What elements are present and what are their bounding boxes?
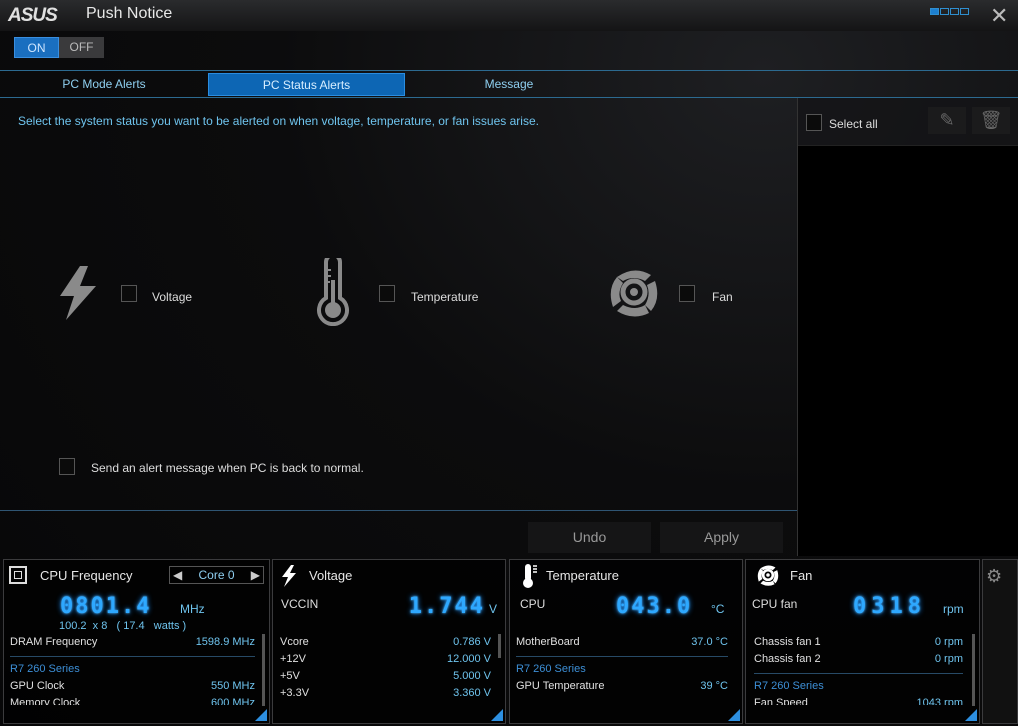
scrollbar[interactable] <box>262 634 265 706</box>
thermometer-icon <box>523 564 537 588</box>
intro-text: Select the system status you want to be … <box>18 114 539 128</box>
on-button[interactable]: ON <box>14 37 59 58</box>
temperature-title: Temperature <box>546 568 619 583</box>
vccin-value: 1.744 <box>408 594 485 619</box>
asus-logo: ASUS <box>8 5 58 26</box>
next-core-icon[interactable]: ▶ <box>250 568 260 582</box>
table-row: Vcore 0.786 V <box>280 636 491 648</box>
prev-core-icon[interactable]: ◀ <box>173 568 183 582</box>
cpu-fan-label: CPU fan <box>752 597 798 611</box>
table-row: +3.3V 3.360 V <box>280 687 491 699</box>
cpu-icon <box>9 566 27 584</box>
scrollbar[interactable] <box>972 634 975 706</box>
close-button[interactable]: ✕ <box>990 3 1009 28</box>
expand-corner[interactable] <box>255 709 267 721</box>
apply-button[interactable]: Apply <box>660 522 783 553</box>
voltage-icon <box>60 266 96 320</box>
temperature-label: Temperature <box>411 290 479 304</box>
voltage-title: Voltage <box>309 568 353 583</box>
table-row: +5V 5.000 V <box>280 670 491 682</box>
table-row: Memory Clock 600 MHz <box>10 697 255 705</box>
table-row: MotherBoard 37.0 °C <box>516 636 728 648</box>
power-toggle[interactable]: ON OFF <box>14 37 104 58</box>
fan-label: Fan <box>712 290 733 304</box>
select-all-checkbox[interactable] <box>806 114 822 131</box>
cpu-frequency-panel: CPU Frequency ◀ Core 0 ▶ 0801.4 MHz 100.… <box>3 559 270 724</box>
tab-pc-status-alerts[interactable]: PC Status Alerts <box>208 73 405 96</box>
layout-switcher[interactable] <box>930 8 969 15</box>
trash-icon[interactable]: 🗑 <box>972 107 1010 134</box>
table-row: GPU Clock 550 MHz <box>10 680 255 692</box>
app-title: Push Notice <box>86 5 173 22</box>
select-all-label: Select all <box>829 117 878 131</box>
gpu-group-label: R7 260 Series <box>516 663 586 675</box>
table-row: +12V 12.000 V <box>280 653 491 665</box>
back-to-normal-label: Send an alert message when PC is back to… <box>91 461 364 475</box>
table-row: Fan Speed 1043 rpm <box>754 697 963 705</box>
table-row: GPU Temperature 39 °C <box>516 680 728 692</box>
tab-pc-mode-alerts[interactable]: PC Mode Alerts <box>62 77 146 91</box>
cpu-frequency-value: 0801.4 <box>60 594 152 619</box>
voltage-checkbox[interactable] <box>121 285 137 302</box>
temperature-checkbox[interactable] <box>379 285 395 302</box>
voltage-panel: Voltage VCCIN 1.744 V Vcore 0.786 V +12V 1… <box>272 559 506 724</box>
vccin-label: VCCIN <box>281 597 319 611</box>
gear-icon[interactable]: ⚙ <box>986 566 1003 586</box>
cpu-temp-value: 043.0 <box>616 594 693 619</box>
cpu-title: CPU Frequency <box>40 568 133 583</box>
vccin-unit: V <box>488 602 497 616</box>
settings-strip: ⚙ <box>982 559 1018 724</box>
core-selector[interactable]: ◀ Core 0 ▶ <box>169 566 264 584</box>
edit-icon[interactable]: ✎ <box>928 107 966 134</box>
tab-bar: PC Mode Alerts PC Status Alerts Message <box>0 70 1018 98</box>
cpu-temp-label: CPU <box>520 597 546 611</box>
expand-corner[interactable] <box>728 709 740 721</box>
fan-checkbox[interactable] <box>679 285 695 302</box>
table-row: DRAM Frequency 1598.9 MHz <box>10 636 255 648</box>
cpu-fan-unit: rpm <box>943 602 964 616</box>
message-list <box>798 146 1018 556</box>
voltage-icon <box>282 565 296 587</box>
undo-button[interactable]: Undo <box>528 522 651 553</box>
fan-icon <box>757 565 779 586</box>
cpu-fan-value: 0318 <box>853 594 926 619</box>
temperature-details: MotherBoard 37.0 °C R7 260 Series GPU Tem… <box>516 634 728 705</box>
cpu-temp-unit: °C <box>711 602 725 616</box>
off-button[interactable]: OFF <box>59 37 104 58</box>
cpu-frequency-unit: MHz <box>180 602 205 616</box>
core-value: Core 0 <box>198 568 235 582</box>
message-list-panel: Select all ✎ 🗑 <box>797 98 1018 556</box>
gpu-group-label: R7 260 Series <box>10 663 80 675</box>
scrollbar[interactable] <box>498 634 501 658</box>
cpu-details: DRAM Frequency 1598.9 MHz R7 260 Series G… <box>10 634 255 705</box>
fan-icon <box>610 270 658 317</box>
cpu-multiplier: 100.2 x 8 ( 17.4 watts ) <box>59 620 187 632</box>
voltage-label: Voltage <box>152 290 193 304</box>
divider <box>0 510 797 511</box>
thermometer-icon <box>317 258 349 326</box>
title-bar <box>0 0 1018 31</box>
voltage-details: Vcore 0.786 V +12V 12.000 V +5V 5.000 V +3.… <box>280 634 491 705</box>
temperature-panel: Temperature CPU 043.0 °C MotherBoard 37.0… <box>509 559 743 724</box>
expand-corner[interactable] <box>491 709 503 721</box>
gpu-group-label: R7 260 Series <box>754 680 824 692</box>
expand-corner[interactable] <box>965 709 977 721</box>
back-to-normal-checkbox[interactable] <box>59 458 75 475</box>
tab-message[interactable]: Message <box>484 77 534 91</box>
fan-title: Fan <box>790 568 813 583</box>
